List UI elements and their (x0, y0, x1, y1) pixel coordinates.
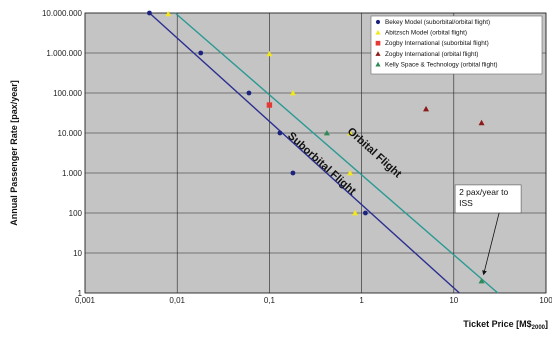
x-tick-label: 100 (539, 296, 552, 305)
legend-box (370, 15, 543, 75)
legend-entry: Bekey Model (suborbital/orbital flight) (385, 19, 490, 26)
legend-marker (375, 30, 381, 35)
data-point-series-3 (478, 119, 485, 126)
plot-border (84, 12, 547, 294)
annotation-box (454, 184, 522, 214)
data-point-series-4 (478, 277, 485, 284)
y-tick-label: 10 (73, 249, 82, 258)
y-tick-label: 100.000 (53, 89, 82, 98)
data-point-series-1 (347, 130, 354, 136)
data-point-series-0 (246, 90, 252, 96)
data-point-series-1 (289, 90, 296, 96)
x-tick-label: 0,001 (75, 296, 96, 305)
x-axis-title: Ticket Price [M$2000] (463, 319, 548, 331)
y-ticks: 1 10 100 1.000 10.000 100.000 1.000.000 10.000.… (42, 9, 83, 298)
legend-entry: Kelly Space & Technology (orbital flight… (385, 61, 498, 68)
data-point-series-2 (266, 102, 273, 108)
annotation-line-1: 2 pax/year to (459, 187, 508, 197)
data-point-series-1 (347, 170, 354, 176)
data-point-series-0 (198, 50, 204, 56)
x-tick-label: 0,01 (169, 296, 185, 305)
legend: Bekey Model (suborbital/orbital flight) A… (370, 15, 543, 75)
annotation: 2 pax/year to ISS (454, 184, 522, 276)
y-tick-label: 1 (78, 289, 83, 298)
x-ticks: 0,001 0,01 0,1 1 10 100 (75, 296, 552, 305)
data-points (147, 10, 485, 284)
y-tick-label: 1.000 (62, 169, 83, 178)
x-tick-label: 1 (359, 296, 364, 305)
data-point-series-0 (277, 130, 283, 136)
data-point-series-0 (363, 210, 368, 216)
legend-entry: Zogby International (orbital flight) (385, 51, 478, 58)
data-point-series-0 (147, 10, 152, 16)
data-point-series-1 (352, 210, 359, 216)
trend-line (148, 12, 460, 294)
y-axis-title: Annual Passenger Rate [pax/year] (9, 80, 19, 226)
data-point-series-1 (266, 50, 273, 57)
legend-marker (375, 19, 381, 25)
legend-marker (375, 51, 381, 56)
y-tick-label: 10.000.000 (42, 9, 83, 18)
legend-marker (375, 40, 381, 46)
data-point-series-4 (323, 130, 330, 136)
annotation-arrow (482, 212, 500, 276)
x-axis-title-end: ] (545, 319, 548, 329)
x-axis-title-main: Ticket Price [M$ (463, 319, 531, 329)
trend-line (174, 12, 499, 294)
legend-entry: Zogby International (suborbital flight) (385, 40, 489, 47)
data-point-series-3 (423, 105, 430, 112)
legend-marker (375, 61, 381, 67)
x-tick-label: 10 (449, 296, 458, 305)
regression-lines (148, 12, 499, 294)
legend-entry: Abitzsch Model (orbital flight) (385, 30, 467, 37)
x-axis-title-sub: 2000 (532, 325, 546, 331)
y-tick-label: 1.000.000 (46, 49, 82, 58)
data-point-series-1 (165, 10, 172, 17)
data-point-series-0 (290, 170, 296, 176)
annotation-line-2: ISS (459, 198, 473, 208)
y-tick-label: 10.000 (58, 129, 83, 138)
x-tick-label: 0,1 (264, 296, 276, 305)
y-tick-label: 100 (69, 209, 83, 218)
grid (84, 12, 547, 294)
